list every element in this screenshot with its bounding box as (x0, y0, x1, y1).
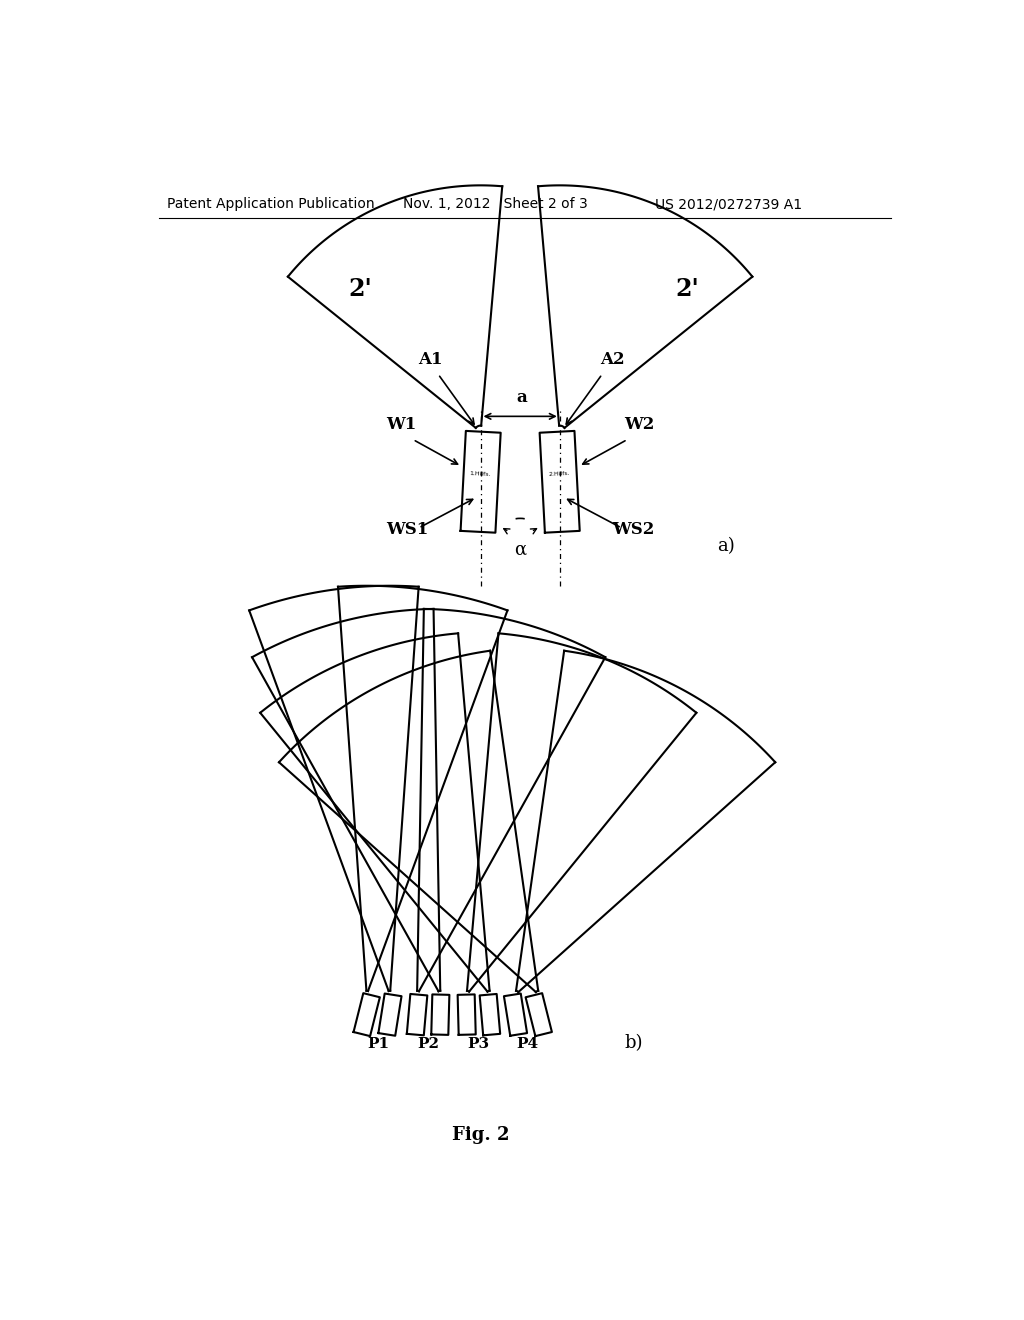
Text: 2': 2' (348, 277, 373, 301)
Text: a: a (516, 389, 527, 407)
Text: WS2: WS2 (612, 521, 654, 539)
Text: b): b) (624, 1034, 642, 1052)
Text: 2.Hilfs.: 2.Hilfs. (549, 471, 570, 477)
Text: P3: P3 (467, 1036, 489, 1051)
Text: A1: A1 (418, 351, 442, 368)
Text: Fig. 2: Fig. 2 (452, 1126, 509, 1144)
Text: P2: P2 (418, 1036, 439, 1051)
Text: WS1: WS1 (386, 521, 428, 539)
Text: US 2012/0272739 A1: US 2012/0272739 A1 (655, 198, 802, 211)
Text: a): a) (717, 537, 735, 556)
Text: W2: W2 (624, 416, 654, 433)
Text: 2': 2' (676, 277, 699, 301)
Text: α: α (514, 541, 526, 558)
Text: Nov. 1, 2012   Sheet 2 of 3: Nov. 1, 2012 Sheet 2 of 3 (403, 198, 588, 211)
Text: 1.Hilfs.: 1.Hilfs. (470, 471, 492, 477)
Text: P4: P4 (516, 1036, 539, 1051)
Text: Patent Application Publication: Patent Application Publication (167, 198, 375, 211)
Text: P1: P1 (368, 1036, 389, 1051)
Text: A2: A2 (600, 351, 625, 368)
Text: W1: W1 (386, 416, 417, 433)
